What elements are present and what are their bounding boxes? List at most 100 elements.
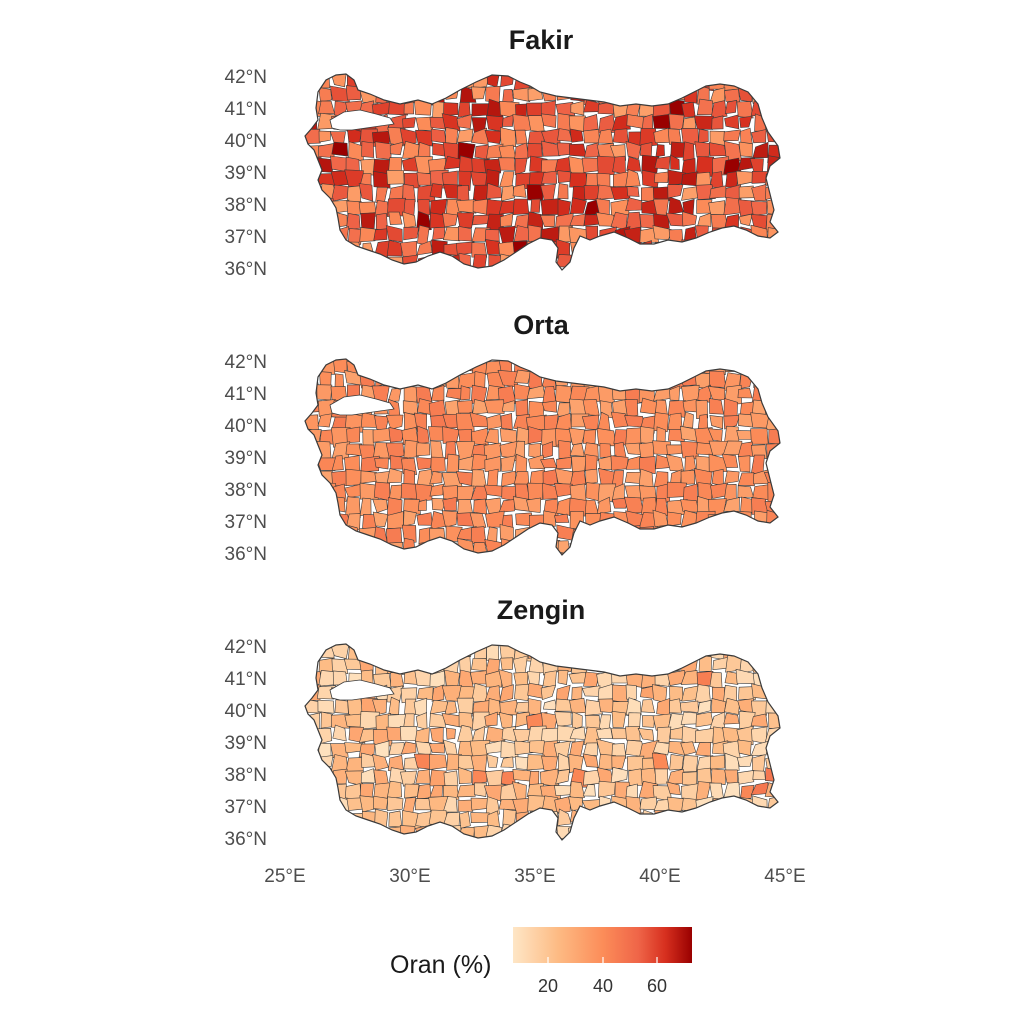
district-polygon	[766, 359, 780, 363]
lat-tick-label: 36°N	[225, 829, 267, 850]
district-polygon	[638, 359, 653, 362]
district-polygon	[767, 87, 780, 102]
district-polygon	[710, 342, 725, 357]
district-polygon	[513, 541, 534, 555]
district-polygon	[596, 74, 617, 87]
district-polygon	[612, 372, 628, 389]
district-polygon	[331, 141, 349, 157]
district-polygon	[556, 456, 572, 470]
district-polygon	[387, 644, 401, 661]
district-polygon	[681, 186, 700, 201]
district-polygon	[583, 644, 604, 661]
district-polygon	[372, 511, 389, 528]
district-polygon	[778, 454, 780, 472]
district-polygon	[429, 212, 448, 229]
district-polygon	[751, 644, 769, 661]
district-polygon	[782, 374, 799, 387]
district-polygon	[345, 538, 364, 554]
district-polygon	[305, 539, 318, 555]
district-polygon	[457, 225, 472, 242]
district-polygon	[765, 553, 780, 555]
district-polygon	[668, 838, 687, 840]
district-polygon	[624, 398, 639, 418]
district-polygon	[698, 654, 713, 672]
district-polygon	[779, 359, 780, 370]
district-polygon	[764, 644, 780, 645]
district-polygon	[764, 257, 780, 270]
district-polygon	[443, 359, 461, 374]
district-polygon	[697, 212, 712, 227]
district-polygon	[526, 497, 542, 513]
district-polygon	[682, 771, 698, 787]
district-polygon	[750, 412, 770, 429]
district-polygon	[581, 157, 601, 173]
lat-tick-label: 42°N	[225, 352, 267, 373]
district-polygon	[431, 644, 448, 650]
district-polygon	[568, 143, 587, 157]
district-polygon	[655, 369, 673, 388]
district-polygon	[527, 370, 543, 389]
district-polygon	[386, 372, 405, 388]
district-polygon	[684, 268, 697, 270]
district-polygon	[446, 453, 459, 473]
district-polygon	[557, 183, 569, 200]
district-polygon	[750, 713, 768, 728]
district-polygon	[695, 399, 709, 420]
district-polygon	[469, 411, 490, 428]
district-polygon	[429, 359, 448, 376]
district-polygon	[767, 712, 780, 729]
district-polygon	[457, 400, 473, 414]
district-polygon	[305, 371, 307, 387]
district-polygon	[305, 839, 306, 840]
district-polygon	[570, 255, 586, 270]
district-polygon	[710, 768, 727, 785]
lon-tick-label: 45°E	[764, 866, 805, 887]
district-polygon	[526, 359, 546, 362]
district-polygon	[404, 556, 418, 569]
district-polygon	[319, 271, 337, 283]
district-polygon	[695, 727, 715, 743]
district-polygon	[374, 629, 386, 642]
district-polygon	[709, 227, 727, 245]
district-polygon	[445, 127, 459, 145]
district-polygon	[653, 542, 668, 555]
district-polygon	[695, 741, 712, 757]
district-polygon	[558, 440, 572, 459]
district-polygon	[484, 229, 500, 242]
district-polygon	[722, 796, 742, 814]
country-outline	[304, 73, 781, 271]
district-polygon	[330, 240, 348, 259]
district-polygon	[512, 655, 528, 676]
district-polygon	[416, 841, 433, 854]
district-polygon	[401, 359, 420, 362]
district-polygon	[456, 199, 477, 214]
district-polygon	[539, 214, 556, 227]
district-polygon	[403, 756, 419, 770]
district-polygon	[751, 359, 767, 362]
district-polygon	[402, 57, 418, 73]
district-polygon	[431, 359, 446, 360]
district-polygon	[401, 74, 421, 92]
district-polygon	[667, 74, 684, 87]
district-polygon	[738, 213, 753, 227]
district-polygon	[443, 644, 461, 656]
district-polygon	[582, 753, 599, 768]
district-polygon	[624, 554, 641, 555]
district-polygon	[458, 836, 476, 840]
district-polygon	[726, 524, 742, 543]
district-polygon	[724, 538, 741, 555]
district-polygon	[359, 370, 375, 389]
district-polygon	[305, 838, 322, 840]
district-polygon	[694, 141, 711, 158]
district-polygon	[554, 513, 570, 523]
district-polygon	[653, 127, 671, 144]
district-polygon	[403, 439, 419, 459]
district-polygon	[694, 553, 712, 555]
district-polygon	[456, 697, 474, 715]
district-polygon	[571, 267, 588, 270]
district-polygon	[429, 699, 448, 715]
district-polygon	[485, 239, 501, 255]
district-polygon	[374, 557, 391, 571]
district-polygon	[737, 770, 755, 785]
district-polygon	[389, 644, 402, 646]
